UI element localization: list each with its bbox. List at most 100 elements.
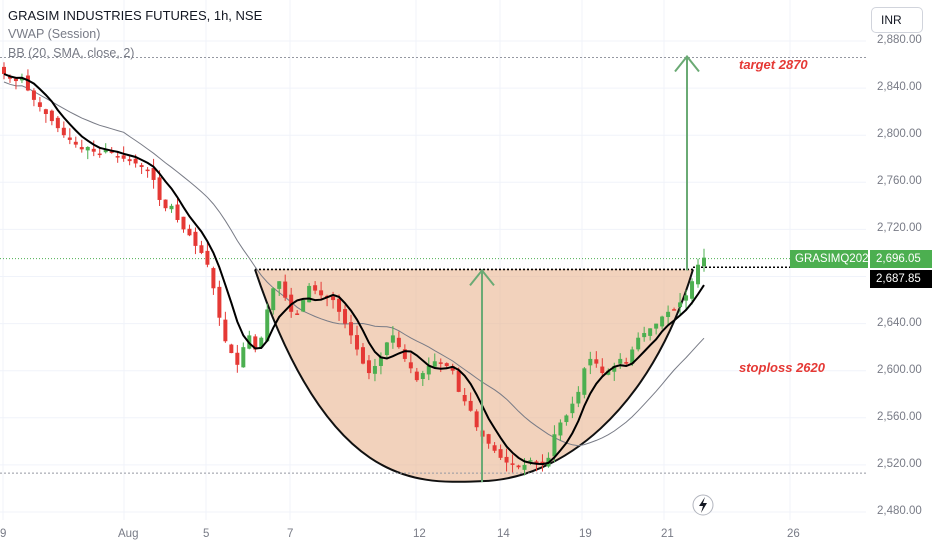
candle-body <box>426 365 431 375</box>
candle-body <box>301 300 306 312</box>
level-price-tag: 2,687.85 <box>870 270 932 288</box>
x-tick-label: 21 <box>661 528 674 540</box>
candle-body <box>384 342 389 356</box>
candle-body <box>582 368 587 395</box>
candle-body <box>396 337 401 348</box>
x-tick-label: 12 <box>413 528 426 540</box>
cup-depth-arrow-head <box>469 268 495 287</box>
y-tick-label: 2,480.00 <box>877 505 922 517</box>
target-arrow-head <box>674 54 700 73</box>
candle-body <box>331 296 336 301</box>
candle-body <box>624 362 629 364</box>
candle-body <box>438 362 443 364</box>
y-tick-label: 2,800.00 <box>877 128 922 141</box>
candle-body <box>684 295 689 301</box>
candle-body <box>31 90 36 100</box>
candle-body <box>612 365 617 372</box>
candle-body <box>307 285 312 303</box>
flash-icon[interactable] <box>692 494 714 516</box>
candle-body <box>157 177 162 200</box>
candle-body <box>696 264 701 285</box>
target-arrows <box>469 54 700 483</box>
legend-bb[interactable]: BB (20, SMA, close, 2) <box>8 46 135 60</box>
candle-body <box>343 309 348 324</box>
candle-body <box>672 309 677 311</box>
candle-body <box>486 434 491 444</box>
candle-body <box>528 460 533 462</box>
vwap-line <box>3 73 705 466</box>
y-tick-label: 2,640.00 <box>877 316 922 329</box>
candle-body <box>576 391 581 404</box>
candle-body <box>504 456 509 463</box>
candle-body <box>67 137 72 140</box>
candle-body <box>175 204 180 220</box>
candle-body <box>259 337 264 348</box>
candle-body <box>205 250 210 265</box>
y-tick-label: 2,760.00 <box>877 175 922 188</box>
candle-body <box>217 286 222 318</box>
candle-body <box>432 361 437 367</box>
candle-body <box>378 356 383 366</box>
candle-body <box>91 148 96 152</box>
candle-body <box>474 411 479 428</box>
candle-body <box>229 344 234 354</box>
target-annotation: target 2870 <box>739 57 808 72</box>
legend-vwap[interactable]: VWAP (Session) <box>8 27 101 41</box>
candle-body <box>372 365 377 374</box>
candle-body <box>349 322 354 336</box>
candle-body <box>13 78 18 82</box>
candle-body <box>181 216 186 230</box>
candle-body <box>337 298 342 312</box>
candle-body <box>319 290 324 296</box>
candle-body <box>450 366 455 371</box>
candle-body <box>618 358 623 364</box>
candle-body <box>564 415 569 423</box>
candle-body <box>366 360 371 374</box>
candle-body <box>468 400 473 411</box>
candle-body <box>636 337 641 350</box>
candle-body <box>79 147 84 150</box>
x-tick-label: 9 <box>0 528 7 540</box>
candle-body <box>61 127 66 136</box>
candle-body <box>354 335 359 350</box>
candle-body <box>193 231 198 246</box>
candle-body <box>552 434 557 457</box>
candle-body <box>97 153 102 156</box>
candle-body <box>169 205 174 210</box>
candle-body <box>402 349 407 359</box>
candle-body <box>2 66 6 74</box>
x-tick-label: 14 <box>497 528 510 540</box>
candle-body <box>133 158 138 164</box>
candle-body <box>199 245 204 253</box>
candle-body <box>570 403 575 414</box>
x-tick-label: Aug <box>118 528 139 540</box>
stoploss-annotation: stoploss 2620 <box>739 360 825 375</box>
candle-body <box>630 349 635 364</box>
candle-body <box>103 149 108 153</box>
x-tick-label: 7 <box>287 528 294 540</box>
candle-body <box>642 333 647 338</box>
candle-body <box>277 281 282 289</box>
chart-legend: GRASIM INDUSTRIES FUTURES, 1h, NSE VWAP … <box>8 6 262 63</box>
candle-body <box>211 268 216 289</box>
candle-body <box>49 110 54 122</box>
candle-body <box>295 313 300 315</box>
candle-body <box>510 463 515 465</box>
last-price-tag: 2,696.05 <box>870 250 932 268</box>
currency-button[interactable]: INR <box>871 7 923 33</box>
candle-body <box>265 309 270 342</box>
candle-body <box>444 363 449 366</box>
candle-body <box>235 352 240 365</box>
candle-body <box>55 117 60 129</box>
candle-body <box>115 156 120 158</box>
candle-body <box>558 422 563 436</box>
candle-body <box>151 167 156 180</box>
y-tick-label: 2,560.00 <box>877 410 922 423</box>
candle-body <box>163 199 168 209</box>
candle-body <box>516 465 521 468</box>
candle-body <box>139 165 144 167</box>
candle-body <box>19 77 24 81</box>
candle-body <box>313 285 318 291</box>
candle-body <box>241 347 246 368</box>
